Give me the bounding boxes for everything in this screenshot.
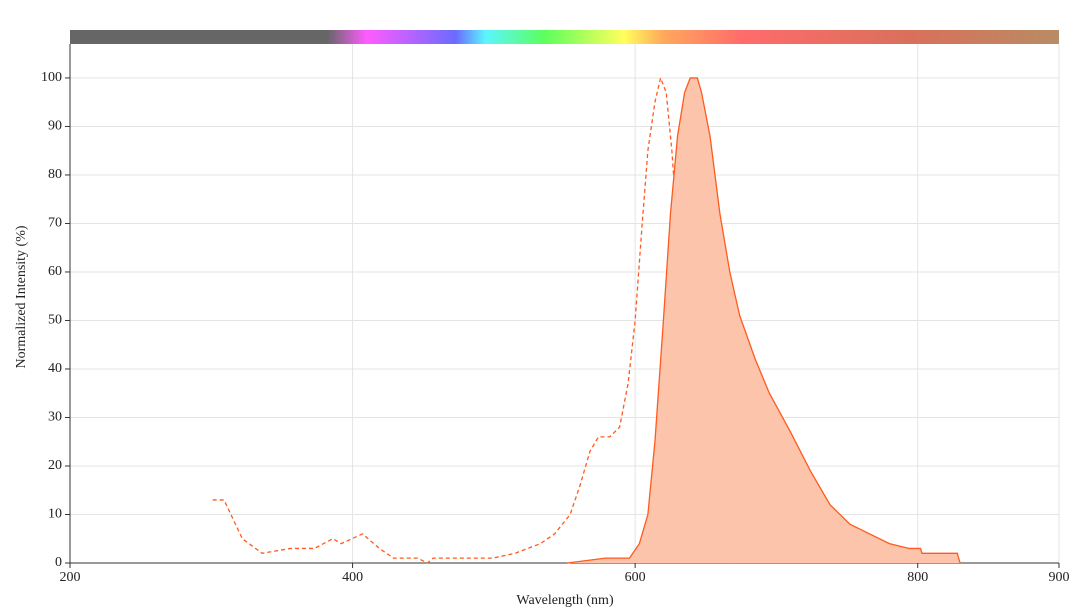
line [212,75,729,564]
y-tick-label: 70 [48,216,62,231]
x-tick-label: 400 [342,570,363,585]
spectrum-bar [70,30,1059,44]
y-tick-label: 90 [48,119,62,134]
line [567,77,961,564]
x-tick-label: 200 [60,570,81,585]
y-tick-label: 100 [41,70,62,85]
y-tick-label: 10 [48,507,62,522]
y-tick-label: 60 [48,264,62,279]
x-tick-label: 600 [625,570,646,585]
area [567,77,961,563]
y-axis-label: Normalized Intensity (%) [14,225,29,368]
x-axis-label: Wavelength (nm) [516,593,614,608]
x-tick-label: 800 [907,570,928,585]
x-tick-label: 900 [1049,570,1070,585]
y-tick-label: 40 [48,361,62,376]
y-tick-label: 80 [48,167,62,182]
y-tick-label: 0 [55,555,62,570]
y-tick-label: 50 [48,313,62,328]
y-tick-label: 20 [48,458,62,473]
y-tick-label: 30 [48,410,62,425]
